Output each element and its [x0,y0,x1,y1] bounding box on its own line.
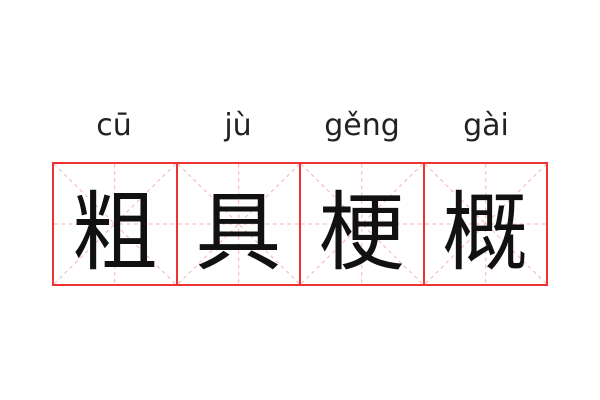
char-cell: 具 [177,164,301,284]
char-cell: 梗 [301,164,425,284]
pinyin-1: jù [224,108,252,143]
character: 梗 [318,182,405,283]
character: 概 [442,182,529,283]
character: 粗 [71,182,158,283]
character-grid: 粗 具 梗 概 [52,162,548,286]
pinyin-3: gài [463,108,509,143]
char-cell: 粗 [54,164,178,284]
character: 具 [195,182,282,283]
pinyin-0: cū [96,108,132,143]
pinyin-2: gěng [324,108,400,143]
char-cell: 概 [424,164,546,284]
